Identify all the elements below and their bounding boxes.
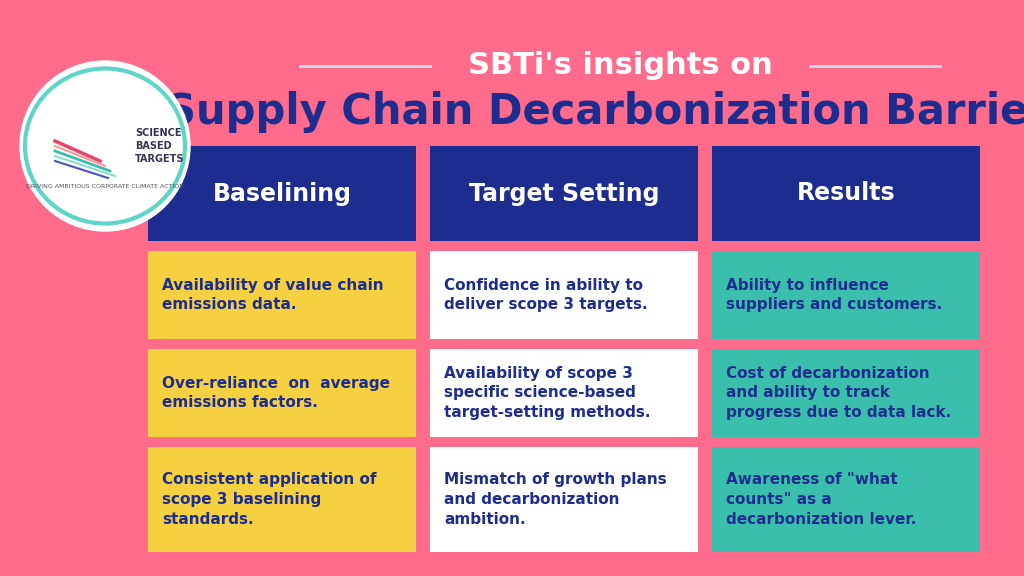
Circle shape <box>20 61 190 231</box>
Text: Ability to influence
suppliers and customers.: Ability to influence suppliers and custo… <box>726 278 942 312</box>
FancyBboxPatch shape <box>712 447 980 552</box>
FancyBboxPatch shape <box>148 349 416 437</box>
FancyBboxPatch shape <box>430 447 698 552</box>
Text: Availability of scope 3
specific science-based
target-setting methods.: Availability of scope 3 specific science… <box>444 366 650 420</box>
Text: Confidence in ability to
deliver scope 3 targets.: Confidence in ability to deliver scope 3… <box>444 278 647 312</box>
Text: Over-reliance  on  average
emissions factors.: Over-reliance on average emissions facto… <box>162 376 390 410</box>
Text: Results: Results <box>797 181 895 206</box>
FancyBboxPatch shape <box>148 146 416 241</box>
Text: SCIENCE
BASED
TARGETS: SCIENCE BASED TARGETS <box>135 128 184 164</box>
Text: Availability of value chain
emissions data.: Availability of value chain emissions da… <box>162 278 384 312</box>
Text: Cost of decarbonization
and ability to track
progress due to data lack.: Cost of decarbonization and ability to t… <box>726 366 951 420</box>
Text: Awareness of "what
counts" as a
decarbonization lever.: Awareness of "what counts" as a decarbon… <box>726 472 916 527</box>
FancyBboxPatch shape <box>712 349 980 437</box>
FancyBboxPatch shape <box>712 146 980 241</box>
Text: Target Setting: Target Setting <box>469 181 659 206</box>
Text: Consistent application of
scope 3 baselining
standards.: Consistent application of scope 3 baseli… <box>162 472 377 527</box>
Text: Baselining: Baselining <box>213 181 351 206</box>
FancyBboxPatch shape <box>430 146 698 241</box>
FancyBboxPatch shape <box>712 251 980 339</box>
FancyBboxPatch shape <box>430 349 698 437</box>
FancyBboxPatch shape <box>148 251 416 339</box>
FancyBboxPatch shape <box>148 447 416 552</box>
Text: DRIVING AMBITIOUS CORPORATE CLIMATE ACTION: DRIVING AMBITIOUS CORPORATE CLIMATE ACTI… <box>26 184 184 188</box>
Text: Mismatch of growth plans
and decarbonization
ambition.: Mismatch of growth plans and decarboniza… <box>444 472 667 527</box>
FancyBboxPatch shape <box>430 251 698 339</box>
Text: Supply Chain Decarbonization Barriers: Supply Chain Decarbonization Barriers <box>166 91 1024 133</box>
Text: SBTi's insights on: SBTi's insights on <box>468 51 772 81</box>
